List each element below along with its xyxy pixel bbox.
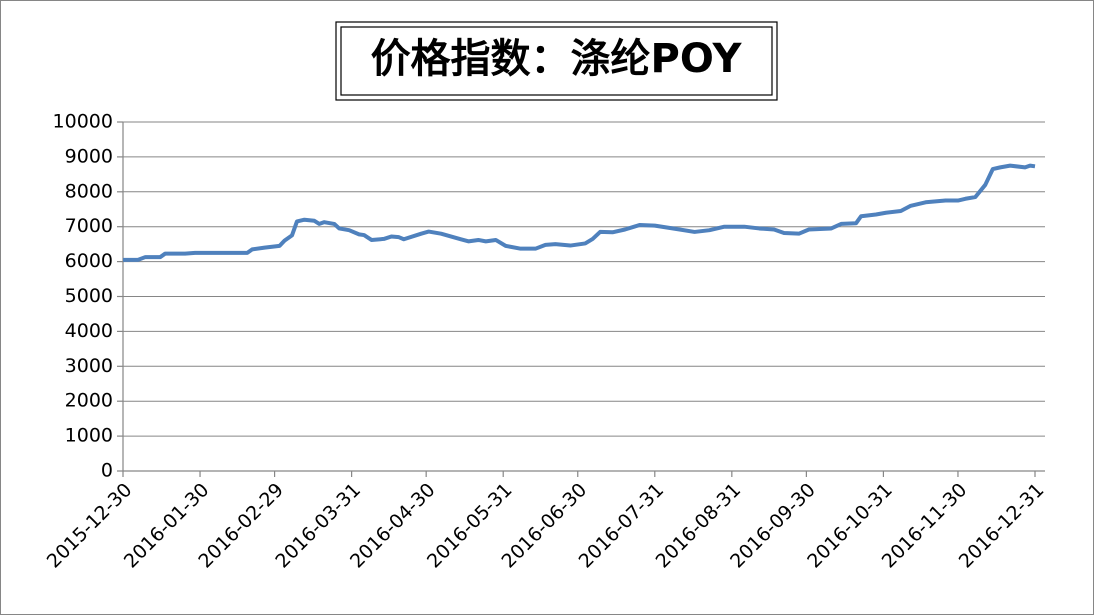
y-tick-label: 5000 <box>65 285 113 307</box>
y-tick-label: 9000 <box>65 145 113 167</box>
y-tick-label: 6000 <box>65 250 113 272</box>
chart-title: 价格指数：涤纶POY <box>371 36 743 82</box>
y-tick-label: 1000 <box>65 425 113 447</box>
title-box-inner <box>340 26 773 96</box>
y-tick-label: 7000 <box>65 215 113 237</box>
title-box-outer <box>335 21 778 101</box>
y-tick-label: 8000 <box>65 180 113 202</box>
y-tick-label: 0 <box>101 460 113 482</box>
y-tick-label: 4000 <box>65 320 113 342</box>
y-tick-label: 3000 <box>65 355 113 377</box>
line-series <box>123 163 1036 262</box>
y-tick-label: 10000 <box>53 111 113 133</box>
y-tick-label: 2000 <box>65 390 113 412</box>
